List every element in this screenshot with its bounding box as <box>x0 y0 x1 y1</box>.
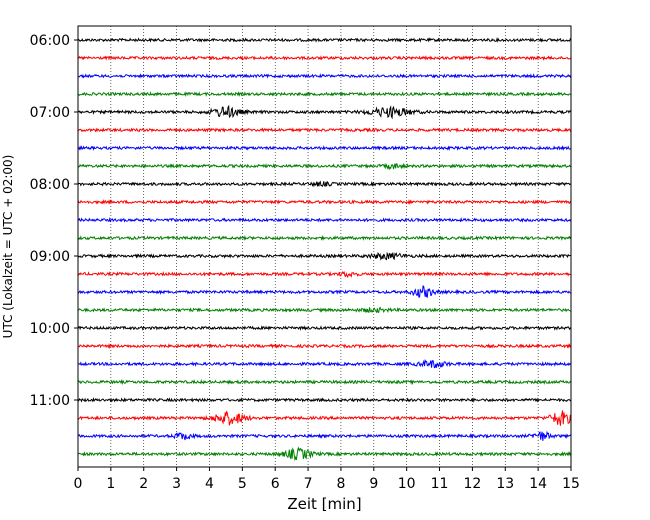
x-axis-label: Zeit [min] <box>287 495 361 513</box>
trace-1015 <box>77 342 572 350</box>
x-tick-label: 4 <box>205 476 214 492</box>
x-tick-label: 9 <box>369 476 378 492</box>
trace-1145 <box>77 446 572 462</box>
trace-0915 <box>77 270 572 279</box>
trace-1030 <box>77 359 572 369</box>
trace-0900 <box>77 251 572 261</box>
trace-0645 <box>77 91 572 98</box>
x-tick-label: 5 <box>238 476 247 492</box>
trace-0945 <box>78 306 572 314</box>
x-tick-label: 0 <box>74 476 83 492</box>
x-tick-label: 7 <box>304 476 313 492</box>
y-tick-label: 06:00 <box>30 33 70 49</box>
trace-0830 <box>77 216 572 223</box>
trace-1000 <box>77 325 572 331</box>
x-axis: 0 1 2 3 4 5 6 7 8 9 10 11 12 13 14 15 <box>74 467 580 492</box>
trace-0630 <box>77 73 572 79</box>
trace-0930 <box>77 284 572 298</box>
plot-frame <box>77 25 572 468</box>
trace-0600 <box>77 36 572 43</box>
trace-0700 <box>77 104 572 120</box>
trace-0615 <box>77 55 572 61</box>
x-tick-label: 14 <box>529 476 547 492</box>
x-tick-label: 12 <box>463 476 481 492</box>
trace-0745 <box>77 162 572 171</box>
x-tick-label: 15 <box>562 476 580 492</box>
y-tick-label: 07:00 <box>30 105 70 121</box>
trace-1045 <box>77 379 572 386</box>
x-tick-label: 2 <box>139 476 148 492</box>
trace-1100 <box>77 397 572 403</box>
x-tick-label: 1 <box>106 476 115 492</box>
x-tick-label: 8 <box>336 476 345 492</box>
trace-0715 <box>77 127 572 133</box>
y-axis: 06:00 07:00 08:00 09:00 10:00 11:00 <box>30 33 78 409</box>
y-tick-label: 09:00 <box>30 249 70 265</box>
y-tick-label: 11:00 <box>30 393 70 409</box>
x-tick-label: 6 <box>271 476 280 492</box>
trace-0730 <box>77 145 572 152</box>
trace-1130 <box>77 430 572 441</box>
x-tick-label: 13 <box>496 476 514 492</box>
trace-0815 <box>77 199 572 205</box>
y-tick-label: 10:00 <box>30 321 70 337</box>
x-tick-label: 10 <box>398 476 416 492</box>
y-axis-label: UTC (Lokalzeit = UTC + 02:00) <box>1 155 15 339</box>
x-tick-label: 3 <box>172 476 181 492</box>
trace-0845 <box>77 234 572 242</box>
trace-1115 <box>77 410 572 426</box>
y-tick-label: 08:00 <box>30 177 70 193</box>
trace-layer <box>77 36 572 462</box>
x-tick-label: 11 <box>431 476 449 492</box>
trace-0800 <box>77 180 572 188</box>
